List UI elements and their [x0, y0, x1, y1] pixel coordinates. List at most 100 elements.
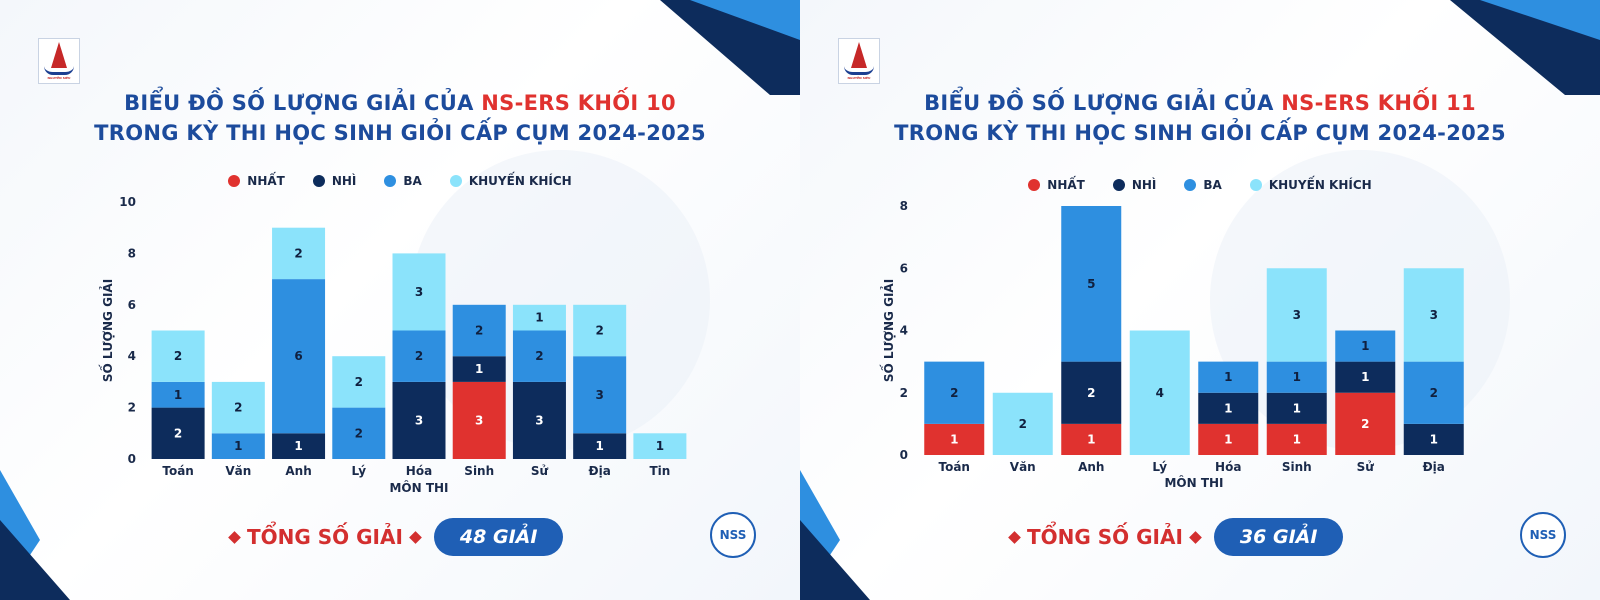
total-label-text: TỔNG SỐ GIẢI — [1027, 525, 1183, 549]
data-label: 2 — [950, 386, 958, 400]
bar-segment-Tin-KHUYẾN KHÍCH — [633, 433, 687, 459]
title-line1-prefix: BIỂU ĐỒ SỐ LƯỢNG GIẢI CỦA — [124, 91, 482, 115]
bar-segment-Toán-NHÌ — [151, 407, 205, 459]
total-awards: TỔNG SỐ GIẢI 48 GIẢI — [228, 518, 564, 556]
x-tick-label: Anh — [1078, 460, 1104, 474]
legend-swatch-nhat — [1028, 179, 1041, 191]
bar-segment-Địa-KHUYẾN KHÍCH — [573, 304, 627, 357]
data-label: 1 — [1224, 401, 1232, 415]
data-label: 1 — [294, 439, 302, 453]
data-label: 1 — [1293, 432, 1301, 446]
legend-swatch-nhat — [228, 175, 241, 187]
bar-segment-Sinh-NHẤT — [1266, 423, 1327, 455]
bar-segment-Hóa-NHÌ — [392, 381, 446, 459]
data-label: 3 — [415, 413, 423, 427]
data-label: 4 — [1156, 386, 1164, 400]
legend-item-ba: BA — [384, 174, 422, 188]
data-label: 2 — [595, 324, 603, 338]
y-tick-label: 0 — [128, 452, 136, 466]
school-logo: NGUYỄN SIÊU — [38, 38, 80, 84]
y-axis-title: SỐ LƯỢNG GIẢI — [98, 279, 115, 382]
title-line1-highlight: NS-ERS KHỐI 11 — [1281, 91, 1476, 115]
data-label: 1 — [1361, 370, 1369, 384]
x-tick-label: Sinh — [464, 464, 494, 478]
data-label: 2 — [355, 375, 363, 389]
x-tick-label: Tin — [649, 464, 670, 478]
bar-segment-Sinh-BA — [1266, 361, 1327, 393]
legend-label: NHẤT — [247, 174, 285, 188]
x-axis-title: MÔN THI — [1164, 475, 1223, 490]
bar-segment-Anh-NHÌ — [1061, 361, 1122, 424]
total-value-pill: 48 GIẢI — [433, 518, 564, 556]
data-label: 1 — [595, 439, 603, 453]
data-label: 1 — [1224, 432, 1232, 446]
legend-item-nhi: NHÌ — [312, 174, 357, 188]
data-label: 2 — [174, 349, 182, 363]
data-label: 1 — [475, 362, 483, 376]
legend-label: NHÌ — [331, 174, 357, 188]
bar-segment-Anh-BA — [272, 279, 326, 434]
y-tick-label: 4 — [900, 324, 908, 338]
bar-segment-Địa-NHÌ — [573, 433, 627, 459]
x-tick-label: Sử — [531, 464, 549, 478]
logo-text: NGUYỄN SIÊU — [847, 76, 871, 80]
bar-segment-Văn-KHUYẾN KHÍCH — [992, 392, 1053, 455]
stacked-bar-chart-khoi-10: 0 2 4 6 8 10 SỐ LƯỢNG GIẢI 2 1 2 Toán 1 2 Văn 1 6 2 Anh 2 2… — [98, 195, 687, 495]
title-line1-highlight: NS-ERS KHỐI 10 — [481, 91, 676, 115]
bar-segment-Hóa-BA — [1198, 361, 1259, 393]
data-label: 1 — [1361, 339, 1369, 353]
data-label: 1 — [1087, 432, 1095, 446]
legend-label: NHÌ — [1131, 178, 1157, 192]
bar-segment-Lý-KHUYẾN KHÍCH — [332, 356, 386, 408]
y-tick-label: 8 — [128, 246, 136, 260]
legend-swatch-ba — [384, 175, 397, 187]
logo-text: NGUYỄN SIÊU — [47, 76, 71, 80]
total-label: TỔNG SỐ GIẢI — [228, 525, 422, 549]
data-label: 1 — [950, 432, 958, 446]
bar-segment-Sinh-NHẤT — [452, 381, 506, 459]
y-tick-label: 2 — [128, 401, 136, 415]
data-label: 1 — [1430, 432, 1438, 446]
data-label: 1 — [656, 439, 664, 453]
data-label: 3 — [535, 413, 543, 427]
bar-segment-Sử-NHẤT — [1335, 392, 1396, 455]
diamond-icon — [228, 530, 241, 544]
bar-segment-Địa-BA — [573, 356, 627, 434]
data-label: 2 — [1361, 417, 1369, 431]
data-label: 3 — [595, 388, 603, 402]
y-axis-title: SỐ LƯỢNG GIẢI — [879, 279, 896, 382]
bar-segment-Hóa-BA — [392, 330, 446, 382]
bar-segment-Văn-BA — [211, 433, 265, 459]
data-label: 2 — [475, 324, 483, 338]
bar-segment-Sử-KHUYẾN KHÍCH — [512, 304, 566, 331]
title-line2: TRONG KỲ THI HỌC SINH GIỎI CẤP CỤM 2024-… — [94, 121, 706, 145]
data-label: 2 — [1019, 417, 1027, 431]
total-label-text: TỔNG SỐ GIẢI — [247, 525, 403, 549]
data-label: 1 — [1224, 370, 1232, 384]
data-label: 2 — [415, 349, 423, 363]
legend-item-nhi: NHÌ — [1112, 178, 1157, 192]
bar-segment-Sử-BA — [1335, 330, 1396, 362]
bar-segment-Sinh-NHÌ — [452, 356, 506, 382]
chart-panel-khoi-10: NGUYỄN SIÊU BIỂU ĐỒ SỐ LƯỢNG GIẢI CỦA NS… — [0, 0, 800, 600]
bar-segment-Hóa-KHUYẾN KHÍCH — [392, 253, 446, 331]
title-line1-prefix: BIỂU ĐỒ SỐ LƯỢNG GIẢI CỦA — [924, 91, 1282, 115]
total-label: TỔNG SỐ GIẢI — [1008, 525, 1202, 549]
data-label: 1 — [1293, 401, 1301, 415]
data-label: 2 — [1087, 386, 1095, 400]
x-tick-label: Lý — [1152, 460, 1167, 474]
legend-swatch-nhi — [1112, 179, 1125, 191]
legend-swatch-nhi — [312, 175, 325, 187]
legend-item-ba: BA — [1184, 178, 1222, 192]
data-label: 1 — [234, 439, 242, 453]
data-label: 3 — [415, 285, 423, 299]
x-tick-label: Hóa — [1215, 460, 1241, 474]
bar-segment-Sinh-NHÌ — [1266, 392, 1327, 424]
x-tick-label: Văn — [225, 464, 251, 478]
bar-segment-Anh-BA — [1061, 206, 1122, 362]
x-tick-label: Sử — [1357, 460, 1375, 474]
bar-segment-Địa-KHUYẾN KHÍCH — [1403, 268, 1464, 362]
data-label: 3 — [475, 413, 483, 427]
nss-badge: NSS — [1520, 512, 1566, 558]
legend: NHẤT NHÌ BA KHUYẾN KHÍCH — [800, 178, 1600, 192]
